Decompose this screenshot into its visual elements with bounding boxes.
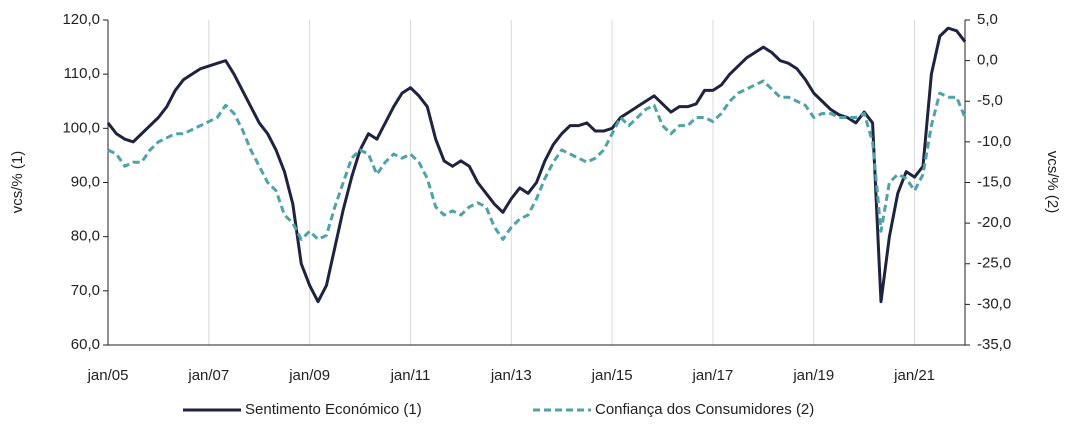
y-axis-title: vcs/% (1) [9,151,26,214]
x-tick-label: jan/19 [792,367,834,384]
y2-tick-label: -35,0 [977,336,1011,353]
x-tick-label: jan/15 [591,367,633,384]
y2-tick-label: -30,0 [977,295,1011,312]
y2-tick-label: 0,0 [977,52,998,69]
legend-label: Sentimento Económico (1) [245,401,422,418]
y-tick-label: 70,0 [71,282,100,299]
y-tick-label: 100,0 [62,119,100,136]
legend-label: Confiança dos Consumidores (2) [595,401,814,418]
y2-axis-title: vcs/% (2) [1044,151,1061,214]
x-tick-label: jan/17 [692,367,734,384]
series-line [107,79,967,241]
x-tick-label: jan/21 [893,367,935,384]
y-tick-label: 90,0 [71,173,100,190]
x-tick-label: jan/07 [187,367,229,384]
y2-tick-label: -15,0 [977,173,1011,190]
series-line [106,26,967,304]
x-tick-label: jan/11 [390,367,431,384]
x-tick-label: jan/09 [288,367,330,384]
y-tick-label: 120,0 [62,11,100,28]
x-tick-label: jan/05 [87,367,129,384]
y-tick-label: 110,0 [64,65,100,82]
x-tick-label: jan/13 [490,367,532,384]
y-tick-label: 80,0 [71,228,100,245]
y2-tick-label: -10,0 [977,133,1011,150]
y-tick-label: 60,0 [71,336,100,353]
y2-tick-label: -5,0 [977,92,1003,109]
y2-tick-label: 5,0 [977,11,998,28]
y2-tick-label: -20,0 [977,214,1011,231]
y2-tick-label: -25,0 [977,255,1011,272]
